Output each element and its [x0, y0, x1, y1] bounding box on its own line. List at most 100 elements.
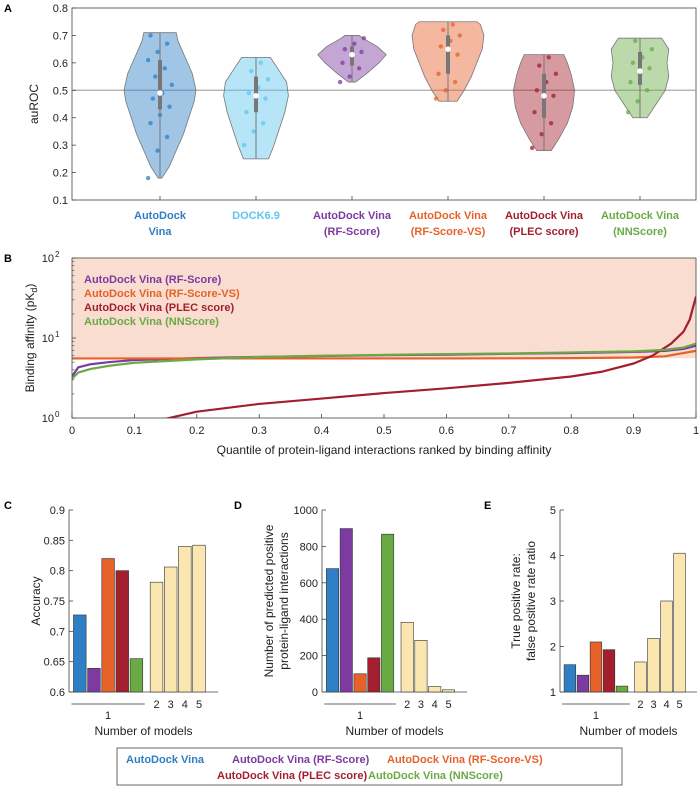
- y-tick-label: 0.8: [50, 566, 65, 578]
- violin-point: [263, 96, 268, 101]
- violin-point: [162, 66, 167, 71]
- y-tick-label: 800: [300, 541, 318, 553]
- violin-point: [251, 129, 256, 134]
- y-tick-label: 0.9: [50, 505, 65, 517]
- y-tick-label-a: 0.3: [53, 140, 68, 152]
- x-tick-label-b: 0.2: [189, 425, 204, 437]
- violin-label-line2: (NNScore): [613, 226, 667, 238]
- plot-frame-a: [71, 7, 697, 201]
- violin-point: [628, 79, 633, 85]
- y-tick-label-a: 0.4: [53, 113, 68, 125]
- y-tick-exponent-b: 0: [55, 410, 60, 419]
- violin-point: [359, 49, 364, 55]
- violin-iqr-box: [446, 35, 450, 74]
- y-tick-label: 0.75: [44, 596, 65, 608]
- violin-point: [260, 121, 266, 126]
- y-tick-label-a: 0.8: [53, 3, 68, 15]
- panel-letter-e: E: [484, 500, 491, 512]
- violin-point: [244, 110, 249, 115]
- x-tick-label-b: 0.8: [564, 425, 579, 437]
- bar-2: [101, 558, 115, 693]
- y-label-sub: d: [29, 288, 39, 293]
- violin-point: [457, 33, 463, 38]
- y-label-main: Binding affinity (pK: [23, 293, 37, 393]
- shaded-active-region: [72, 258, 696, 359]
- violin-label-line1: AutoDock Vina: [601, 210, 680, 222]
- violin-point: [625, 110, 631, 115]
- x-axis-label: Number of models: [94, 724, 192, 738]
- x-tick-label-ensemble: 4: [432, 699, 438, 711]
- violin-point: [450, 22, 455, 27]
- bar-4: [381, 533, 395, 693]
- y-tick-label: 0.6: [50, 687, 65, 699]
- bar-7: [660, 600, 673, 693]
- x-axis-label: Number of models: [345, 724, 443, 738]
- panel-letter-a: A: [4, 3, 12, 15]
- bar-2: [353, 673, 367, 693]
- violin-point: [145, 175, 151, 181]
- violin-point: [167, 104, 172, 109]
- violin-point: [164, 134, 170, 140]
- violin-point: [145, 57, 151, 63]
- violin-label-line1: AutoDock Vina: [505, 210, 584, 222]
- x-tick-label-b: 0.3: [252, 425, 267, 437]
- x-tick-label-b: 0.1: [127, 425, 142, 437]
- violin-point: [337, 79, 343, 85]
- violin-point: [529, 145, 535, 151]
- bar-7: [428, 686, 442, 693]
- series-line-3: [72, 342, 696, 380]
- y-tick-label-a: 0.2: [53, 168, 68, 180]
- x-tick-label-ensemble: 2: [153, 699, 159, 711]
- violin-point: [548, 121, 554, 126]
- y-tick-label: 0.65: [44, 657, 65, 669]
- violin-point: [546, 55, 551, 60]
- panel-letter-c: C: [4, 500, 12, 512]
- violin-label-line2: (RF-Score): [324, 226, 381, 238]
- bar-1: [339, 528, 353, 693]
- y-tick-label: 0.7: [50, 626, 65, 638]
- y-tick-label-b: 10: [42, 253, 54, 265]
- x-tick-label-b: 0: [69, 425, 75, 437]
- panel-d-bar-chart: 0 200 400 600 800 1000 1 2 3 4 5 Number of models Nu…: [262, 505, 467, 738]
- violin-point: [630, 60, 636, 66]
- violin-point: [551, 93, 556, 98]
- violin-label-line1: DOCK6.9: [232, 210, 280, 222]
- x-tick-label-b: 0.9: [626, 425, 641, 437]
- bar-4: [615, 685, 629, 693]
- x-group-label: 1: [357, 710, 363, 722]
- x-tick-label-ensemble: 3: [168, 699, 174, 711]
- x-tick-label-ensemble: 5: [196, 699, 202, 711]
- legend-item-4: AutoDock Vina (NNScore): [368, 770, 503, 782]
- y-axis-label-a: auROC: [27, 84, 41, 124]
- y-tick-label: 1: [550, 687, 556, 699]
- violin-point: [534, 88, 540, 93]
- violin-point: [340, 60, 345, 66]
- x-tick-label-b: 1: [693, 425, 699, 437]
- bar-0: [563, 664, 577, 693]
- bar-1: [576, 674, 590, 693]
- violin-point: [249, 68, 254, 74]
- y-tick-label-b: 10: [42, 413, 54, 425]
- bar-6: [647, 638, 660, 693]
- violin-point: [452, 79, 458, 85]
- violin-label-line2: (PLEC score): [509, 226, 578, 238]
- y-axis-label-b: Binding affinity (pKd): [23, 284, 39, 393]
- y-axis-label-line2: protein-ligand interactions: [277, 532, 291, 669]
- bar-3: [602, 649, 616, 693]
- panel-letter-b: B: [4, 253, 12, 265]
- bar-5: [400, 621, 414, 693]
- legend-item-0: AutoDock Vina: [126, 754, 205, 766]
- x-tick-label-b: 0.4: [314, 425, 329, 437]
- x-tick-label-b: 0.5: [376, 425, 391, 437]
- y-axis-label-line1: True positive rate:: [509, 553, 523, 649]
- legend-box: [116, 747, 623, 786]
- bar-1: [87, 668, 101, 693]
- x-tick-label-ensemble: 4: [182, 699, 188, 711]
- panel-c-bar-chart: 0.6 0.65 0.7 0.75 0.8 0.85 0.9 1 2 3 4 5 Number of m…: [29, 505, 218, 738]
- y-tick-label: 0: [312, 687, 318, 699]
- y-tick-exponent-b: 1: [55, 330, 60, 339]
- violin-point: [539, 131, 544, 137]
